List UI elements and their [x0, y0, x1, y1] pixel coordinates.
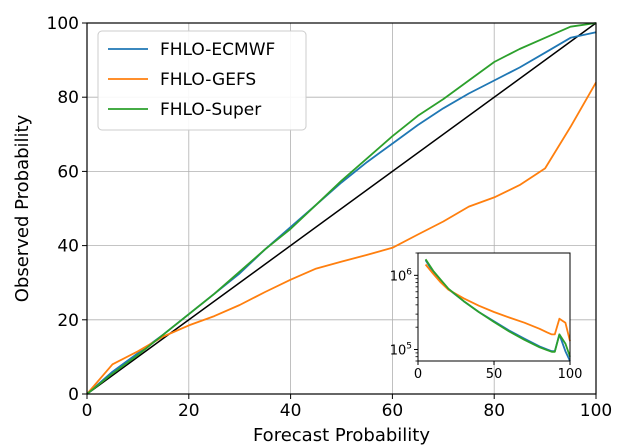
y-axis-label: Observed Probability: [12, 114, 33, 302]
x-tick-label: 80: [483, 401, 505, 421]
y-tick-label: 60: [57, 162, 79, 182]
x-axis-label: Forecast Probability: [253, 425, 430, 446]
x-tick-label: 100: [580, 401, 612, 421]
main-plot-frame: [86, 22, 597, 395]
tick-exponent: 5: [406, 342, 412, 352]
inset-x-tick-label: 100: [558, 367, 583, 382]
inset-series-line-fhlo-super: [424, 258, 571, 357]
main-series-group: [86, 22, 597, 395]
inset-background: [418, 253, 570, 361]
legend-label: FHLO-ECMWF: [160, 40, 275, 60]
x-tick-label: 0: [82, 401, 93, 421]
inset-y-tick-label: 105: [390, 342, 412, 359]
x-tick-label: 40: [280, 401, 302, 421]
y-tick-label: 20: [57, 311, 79, 331]
legend-box: [97, 30, 307, 131]
x-tick-label: 20: [178, 401, 200, 421]
y-tick-label: 80: [57, 88, 79, 108]
inset-x-tick-label: 50: [486, 367, 503, 382]
y-tick-label: 0: [68, 385, 79, 405]
y-tick-label: 100: [47, 14, 79, 34]
x-tick-label: 60: [382, 401, 404, 421]
inset-series-group: [424, 258, 571, 362]
series-line-fhlo-super: [86, 22, 597, 395]
tick-base: 10: [390, 269, 407, 284]
y-tick-label: 40: [57, 237, 79, 257]
series-line-fhlo-gefs: [86, 81, 597, 395]
tick-base: 10: [390, 344, 407, 359]
inset-series-line-fhlo-gefs: [424, 263, 571, 342]
tick-exponent: 6: [406, 267, 412, 277]
legend: FHLO-ECMWF FHLO-GEFS FHLO-Super: [97, 30, 307, 131]
legend-label: FHLO-Super: [160, 100, 261, 120]
inset-y-tick-label: 106: [390, 267, 413, 284]
inset-x-tick-label: 0: [414, 367, 422, 382]
legend-label: FHLO-GEFS: [160, 70, 256, 90]
